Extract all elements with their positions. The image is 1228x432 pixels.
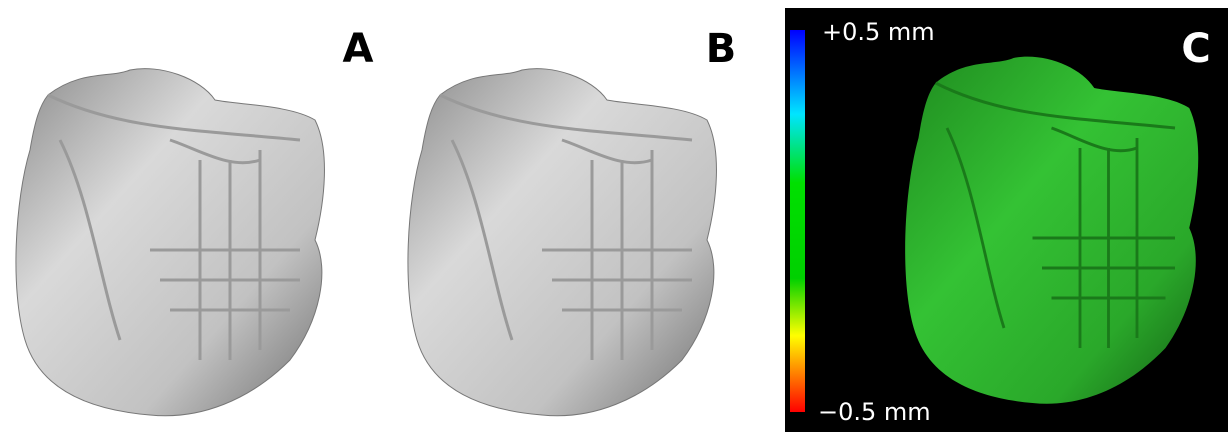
panel-b: B [408, 26, 736, 416]
figure: A B +0.5 mm −0.5 mm C [0, 0, 1228, 432]
colorbar-max-label: +0.5 mm [822, 18, 935, 46]
colorbar [790, 30, 805, 412]
bone-render [16, 69, 325, 416]
panel-label: B [706, 26, 737, 72]
deviation-map [905, 57, 1198, 404]
page: A B +0.5 mm −0.5 mm C (() => { const dat… [0, 0, 1228, 432]
panel-label: C [1181, 26, 1210, 72]
panel-c: +0.5 mm −0.5 mm C [785, 8, 1228, 432]
bone-render [408, 69, 717, 416]
colorbar-min-label: −0.5 mm [818, 398, 931, 426]
bone-render [905, 57, 1198, 404]
panel-label: A [343, 26, 374, 72]
panel-a: A [16, 26, 374, 416]
